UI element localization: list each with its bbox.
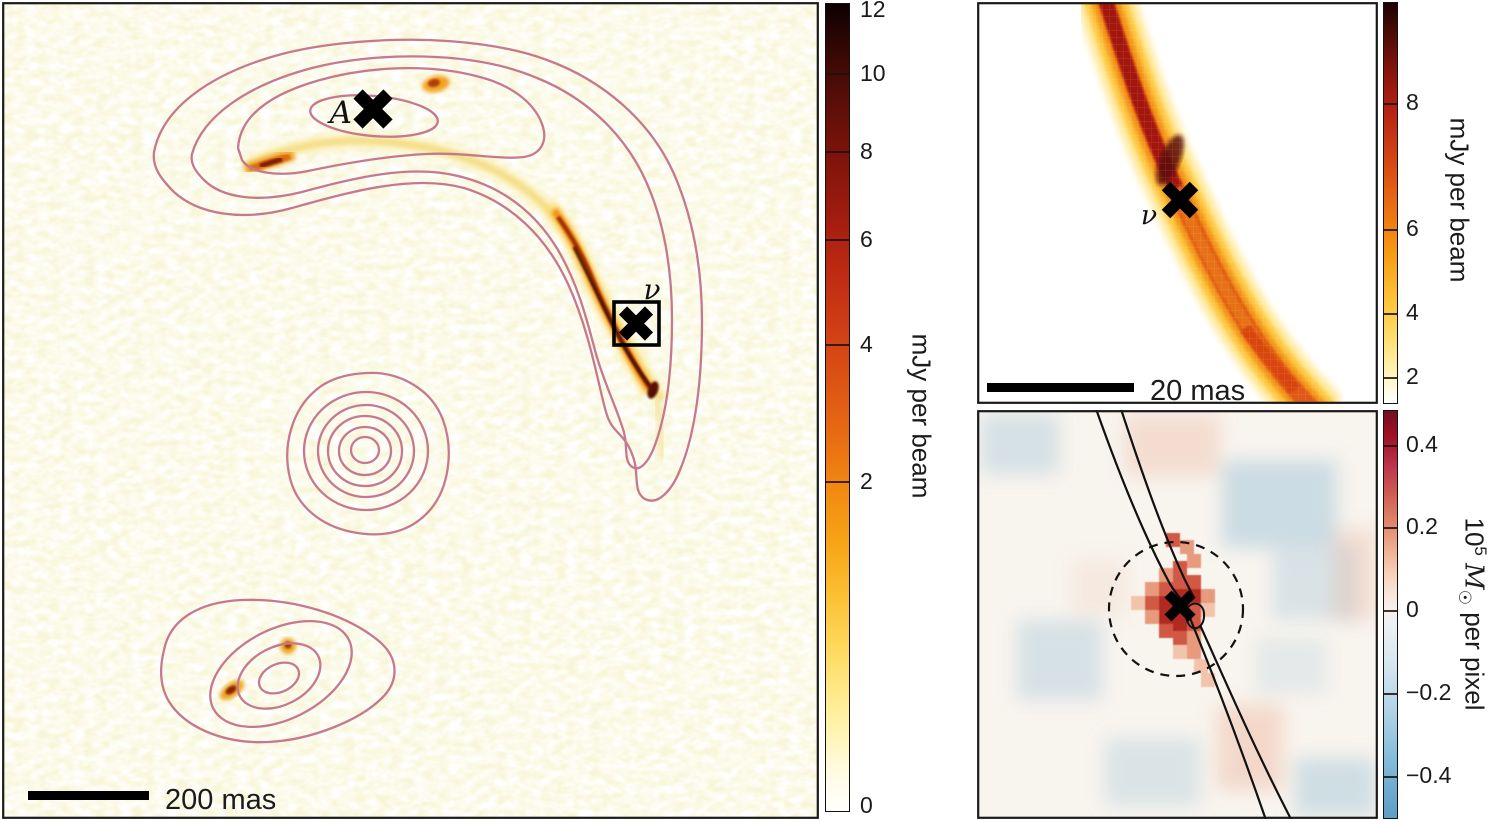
tick-mark <box>826 481 849 483</box>
x-marker-nu-zoom-icon <box>1161 181 1199 219</box>
tick-mark <box>1384 377 1397 379</box>
zoom-svg: ν 20 mas <box>977 2 1378 404</box>
mass-label-base: 10 <box>1459 517 1490 547</box>
cbar-mass-tick: 0.2 <box>1406 513 1438 539</box>
tick-mark <box>826 239 849 241</box>
tick-mark <box>1384 229 1397 231</box>
main-panel-border <box>2 2 819 819</box>
cbar-main-tick: 8 <box>860 138 873 164</box>
zoom-panel-border <box>977 2 1378 404</box>
colorbar-zoom <box>1383 2 1398 404</box>
cbar-mass-tick: 0.4 <box>1406 431 1438 457</box>
mass-label-rest: per pixel <box>1459 605 1490 711</box>
sun-symbol: ☉ <box>1455 589 1475 605</box>
main-image-svg: A ν 200 mas <box>2 2 819 819</box>
contour-outer <box>152 38 704 502</box>
sw-contour-ellipses <box>160 598 396 744</box>
colorbar-main <box>825 3 850 812</box>
scalebar-main <box>28 791 149 800</box>
x-marker-A-icon <box>353 89 393 129</box>
surface-brightness-contours <box>152 38 704 744</box>
mass-label-exponent: 5 <box>1470 546 1490 556</box>
cbar-main-tick: 6 <box>860 226 873 252</box>
tick-mark <box>1384 527 1397 529</box>
tick-mark <box>1384 610 1397 612</box>
cbar-main-tick: 0 <box>860 792 873 818</box>
nu-box <box>612 300 661 347</box>
mass-panel <box>977 410 1378 819</box>
mass-panel-border <box>977 410 1378 819</box>
mass-label-M: M <box>1458 563 1489 590</box>
x-marker-mass-icon <box>1164 590 1196 622</box>
cbar-main-tick: 2 <box>860 468 873 494</box>
scalebar-main-text: 200 mas <box>165 784 276 816</box>
tick-mark <box>826 344 849 346</box>
contour-2 <box>190 55 674 470</box>
marker-A <box>353 89 393 129</box>
cbar-mass-tick: 0 <box>1406 596 1419 622</box>
tick-mark <box>826 73 849 75</box>
scalebar-zoom <box>987 383 1134 392</box>
tick-mark <box>1384 776 1397 778</box>
tick-mark <box>826 151 849 153</box>
central-contour-rings <box>286 371 450 536</box>
label-script-A: A <box>327 95 352 131</box>
cbar-mass-tick: −0.2 <box>1406 679 1452 705</box>
cbar-main-tick: 4 <box>860 331 873 357</box>
dashed-detection-circle <box>1107 540 1245 678</box>
contour-3 <box>236 66 546 175</box>
cbar-zoom-label: mJy per beam <box>1444 117 1475 283</box>
scalebar-zoom-text: 20 mas <box>1150 375 1245 404</box>
cbar-main-tick: 12 <box>860 0 886 22</box>
mass-svg <box>977 410 1378 819</box>
marker-nu-main <box>618 306 654 341</box>
cbar-zoom-tick: 4 <box>1406 299 1419 325</box>
tick-mark <box>1384 445 1397 447</box>
cbar-zoom-tick: 8 <box>1406 89 1419 115</box>
marker-x-mass <box>1164 590 1196 622</box>
cbar-zoom-tick: 6 <box>1406 215 1419 241</box>
label-nu-zoom: ν <box>1141 200 1157 231</box>
tick-mark <box>1384 313 1397 315</box>
main-image-panel: A ν 200 mas <box>2 2 819 819</box>
contour-inner-oval <box>309 94 439 138</box>
tick-mark <box>1384 103 1397 105</box>
cbar-main-tick: 10 <box>860 60 886 86</box>
tick-mark <box>1384 693 1397 695</box>
cbar-zoom-tick: 2 <box>1406 363 1419 389</box>
marker-nu-zoom <box>1161 181 1199 219</box>
cbar-mass-tick: −0.4 <box>1406 762 1452 788</box>
zoom-panel: ν 20 mas <box>977 2 1378 404</box>
cbar-mass-label: 105 M☉ per pixel <box>1454 518 1490 711</box>
label-nu-main: ν <box>643 273 660 306</box>
colorbar-mass <box>1383 410 1398 819</box>
x-marker-nu-icon <box>618 306 654 341</box>
cbar-main-label: mJy per beam <box>906 333 937 499</box>
